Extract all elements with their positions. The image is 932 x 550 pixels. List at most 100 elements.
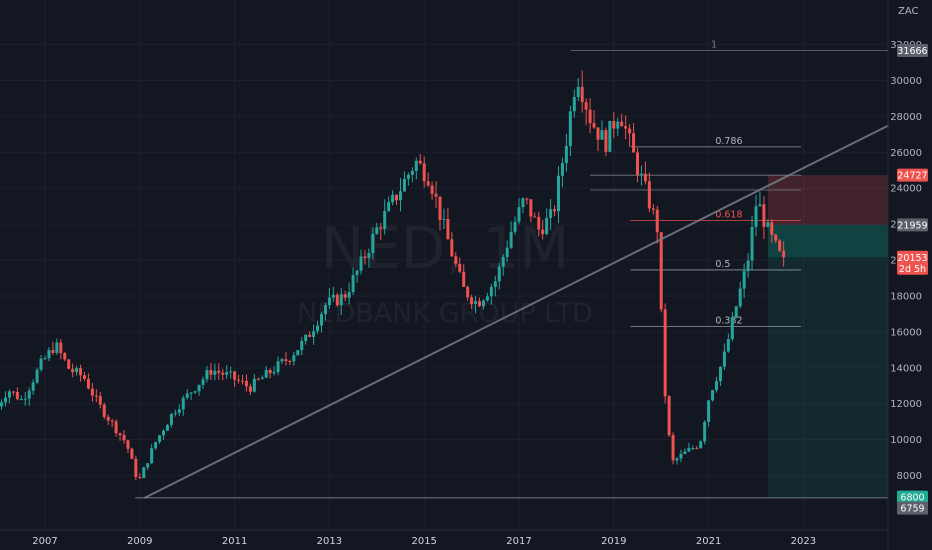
candle-body [415,161,418,171]
candle-body [387,202,390,211]
candle-body [198,385,201,391]
candle-body [360,256,363,270]
x-tick-label: 2013 [317,536,342,547]
candle-body [423,163,426,181]
fib-level-label: 0.382 [715,316,742,327]
candle-body [371,234,374,253]
candle-body [537,217,540,230]
candle-body [589,110,592,123]
candle-body [533,217,536,218]
candle-body [427,181,430,185]
price-tag-label: 31666 [897,46,927,57]
candle-body [284,359,287,361]
candle-body [356,271,359,275]
candle-body [8,391,11,397]
candle-body [229,371,232,372]
candle-body [431,186,434,194]
candle-body [178,409,181,412]
candle-body [123,435,126,440]
candle-body [486,296,489,300]
candle-body [328,298,331,305]
fib-level-label: 0.5 [715,259,730,270]
candle-body [375,228,378,234]
candle-body [24,399,27,400]
candle-body [253,379,256,392]
take-profit-zone[interactable] [768,225,888,497]
candle-body [344,294,347,298]
candle-body [103,405,106,417]
candle-body [51,350,54,353]
candle-body [348,292,351,298]
candle-body [332,295,335,298]
candle-body [620,122,623,127]
candle-body [636,152,639,174]
price-tag-label: 6759 [900,504,924,515]
stop-loss-zone[interactable] [768,175,888,225]
candle-body [379,228,382,229]
candle-body [565,146,568,163]
x-tick-label: 2011 [222,536,247,547]
candle-body [502,257,505,267]
candle-body [352,275,355,292]
candle-body [190,393,193,394]
candle-body [450,239,453,256]
candle-body [644,174,647,182]
candle-body [454,256,457,264]
candle-body [32,383,35,391]
y-tick-label: 28000 [890,112,922,123]
candle-body [474,301,477,304]
candle-body [711,390,714,400]
time-axis[interactable]: 2007 2009 2011 2013 2015 2017 2019 2021 2023 [32,536,816,547]
candle-body [391,195,394,202]
candle-body [707,400,710,422]
candle-body [83,375,86,379]
position-tool[interactable] [768,175,888,497]
candle-body [95,396,98,397]
candle-body [656,210,659,233]
x-tick-label: 2007 [32,536,57,547]
candle-body [541,230,544,235]
candle-body [549,209,552,218]
candle-body [762,204,765,226]
candle-body [304,335,307,341]
candle-body [261,378,264,379]
candle-body [336,295,339,305]
candle-body [142,467,145,478]
candle-body [525,199,528,200]
x-tick-label: 2021 [696,536,721,547]
currency-label: ZAC [898,6,919,17]
candle-body [59,343,62,353]
candle-body [257,379,260,380]
candle-body [514,222,517,232]
candle-body [383,211,386,229]
candle-body [683,451,686,454]
candle-body [399,191,402,200]
candle-body [273,372,276,373]
candle-body [296,350,299,355]
candle-body [269,370,272,373]
candle-body [458,264,461,272]
candle-body [640,174,643,175]
candle-body [660,232,663,309]
candle-body [755,206,758,227]
candle-body [435,194,438,197]
candle-body [158,435,161,442]
candle-body [225,372,228,375]
candle-body [478,301,481,306]
y-tick-label: 10000 [890,435,922,446]
candle-body [233,371,236,379]
y-tick-label: 26000 [890,148,922,159]
candle-body [146,463,149,467]
candle-body [529,199,532,216]
candle-body [691,448,694,449]
candle-body [600,130,603,140]
x-tick-label: 2015 [411,536,436,547]
candle-body [577,87,580,97]
candle-body [40,359,43,370]
candle-body [241,381,244,382]
candle-body [506,248,509,257]
candle-body [47,350,50,358]
candle-body [411,171,414,175]
